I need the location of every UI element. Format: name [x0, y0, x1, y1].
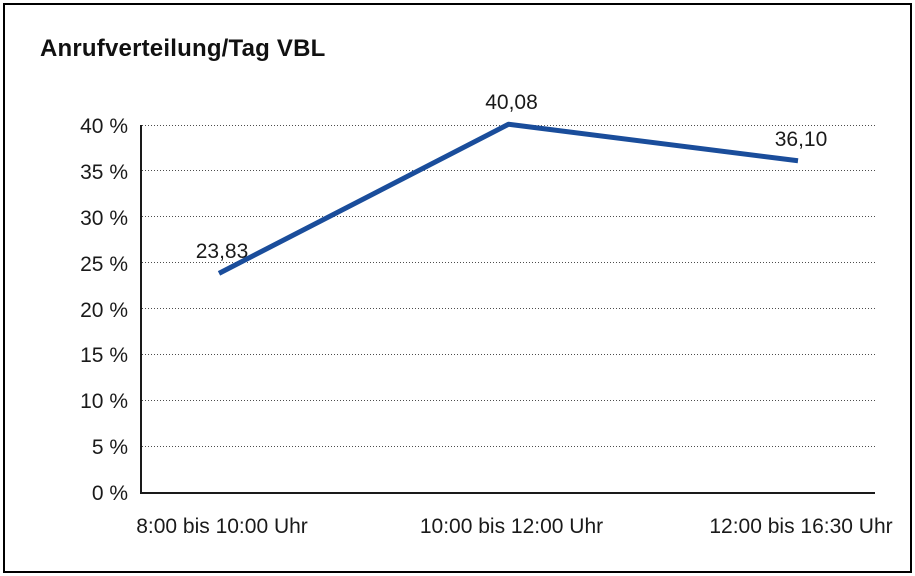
- data-point-label: 36,10: [774, 127, 828, 151]
- y-tick-label: 0 %: [91, 482, 128, 505]
- gridline: [142, 216, 875, 218]
- gridline: [142, 445, 875, 447]
- chart-frame: Anrufverteilung/Tag VBL 0 % 5 % 10 % 15 % 20…: [3, 3, 912, 573]
- y-tick-label: 35 %: [80, 160, 128, 184]
- chart-title: Anrufverteilung/Tag VBL: [40, 35, 326, 62]
- data-point-label: 23,83: [195, 240, 249, 264]
- y-tick-label: 30 %: [80, 206, 128, 230]
- line-path: [217, 121, 799, 276]
- plot-area: [140, 121, 875, 494]
- x-category-label: 12:00 bis 16:30 Uhr: [709, 515, 893, 538]
- y-tick-label: 10 %: [80, 390, 128, 414]
- data-point-label: 40,08: [485, 91, 538, 115]
- gridline: [142, 353, 875, 355]
- y-tick-label: 20 %: [80, 298, 128, 322]
- gridline: [142, 262, 875, 264]
- y-tick-label: 40 %: [80, 115, 128, 138]
- line-series: [217, 121, 799, 276]
- gridline: [142, 170, 875, 172]
- gridline: [142, 308, 875, 309]
- y-tick-label: 5 %: [91, 436, 128, 460]
- y-tick-label: 25 %: [80, 252, 128, 276]
- x-category-label: 8:00 bis 10:00 Uhr: [136, 515, 308, 538]
- y-tick-label: 15 %: [80, 344, 128, 368]
- x-category-label: 10:00 bis 12:00 Uhr: [419, 515, 604, 538]
- gridline: [142, 399, 875, 401]
